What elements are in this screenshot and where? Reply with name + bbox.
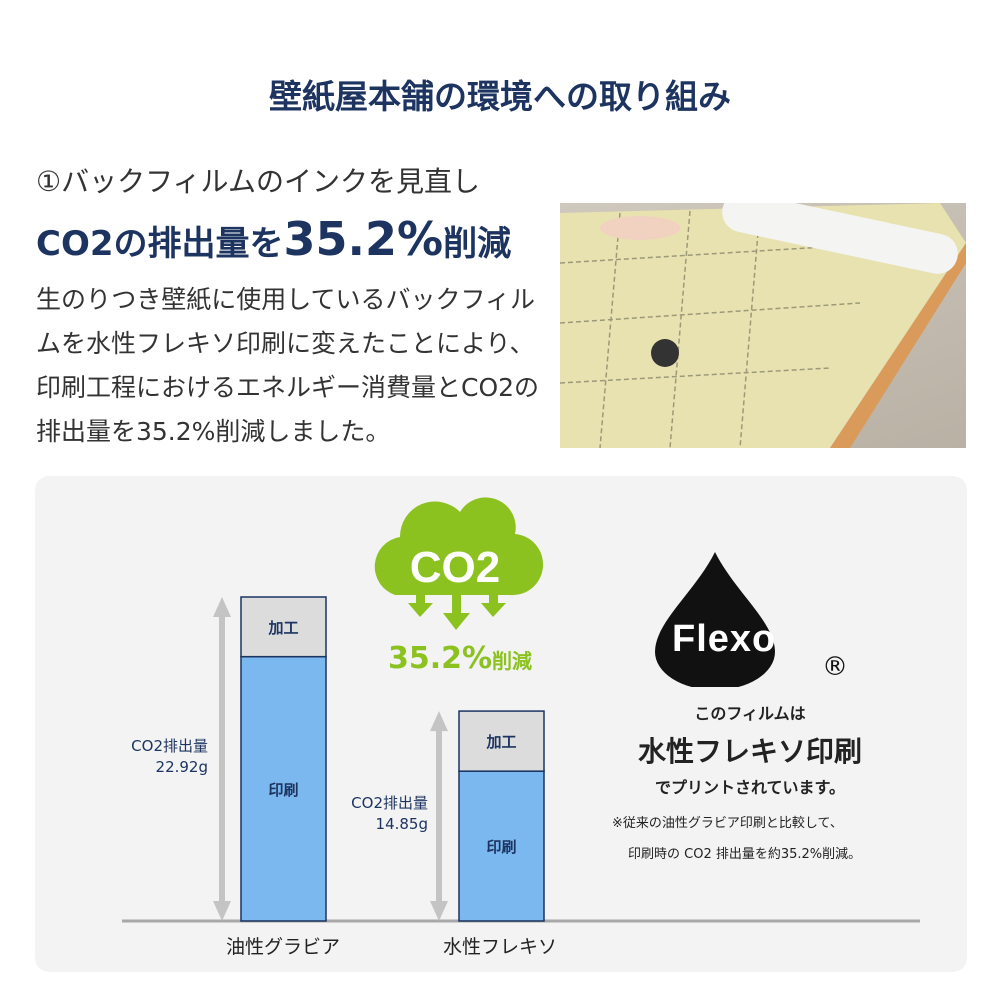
section-subtitle: ①バックフィルムのインクを見直し <box>36 165 480 198</box>
flexo-line2: 水性フレキソ印刷 <box>637 735 862 768</box>
total-label-1-title: CO2排出量 <box>351 794 428 812</box>
flexo-description: このフィルムは 水性フレキソ印刷 でプリントされています。 ※従来の油性グラビア… <box>600 700 900 862</box>
total-label-0-value: 22.92g <box>155 758 208 776</box>
bar-segment-印刷 <box>240 655 327 922</box>
body-text: 生のりつき壁紙に使用しているバックフィルムを水性フレキソ印刷に変えたことにより、… <box>36 285 540 446</box>
flexo-note2: 印刷時の CO2 排出量を約35.2%削減。 <box>628 847 862 862</box>
flexo-line3: でプリントされています。 <box>655 778 845 797</box>
photo-illustration <box>560 203 966 448</box>
category-label-0: 油性グラビア <box>225 936 340 958</box>
arrow-head-down <box>430 901 448 921</box>
reduction-label: 35.2%削減 <box>388 641 532 676</box>
total-label-0-title: CO2排出量 <box>131 737 208 755</box>
segment-label: 印刷 <box>268 781 298 799</box>
arrow-head-up <box>213 597 231 617</box>
headline-post: 削減 <box>443 224 512 264</box>
cloud-co2-label: CO2 <box>410 543 500 592</box>
bar-segment-加工 <box>458 710 545 772</box>
flexo-drop-logo <box>655 552 775 687</box>
registered-mark: ® <box>822 652 848 682</box>
total-label-1-value: 14.85g <box>375 815 428 833</box>
category-label-1: 水性フレキソ <box>442 936 557 958</box>
backfilm-photo <box>560 203 966 448</box>
total-label-0: CO2排出量 22.92g <box>80 736 208 778</box>
page-title: 壁紙屋本舗の環境への取り組み <box>269 77 731 116</box>
flexo-logo-text: Flexo <box>672 618 777 660</box>
co2-cloud-icon <box>374 497 544 630</box>
headline: CO2の排出量を35.2%削減 <box>36 212 511 266</box>
arrow-head-up <box>430 711 448 732</box>
total-label-1: CO2排出量 14.85g <box>300 793 428 835</box>
headline-number: 35.2% <box>283 212 444 266</box>
flexo-note1: ※従来の油性グラビア印刷と比較して、 <box>612 816 843 831</box>
headline-pre: CO2の排出量を <box>36 224 284 264</box>
segment-label: 印刷 <box>486 838 516 856</box>
segment-label: 加工 <box>267 619 298 637</box>
arrow-head-down <box>213 901 231 921</box>
bar-segment-加工 <box>240 596 327 658</box>
segment-label: 加工 <box>485 733 516 751</box>
bar-segment-印刷 <box>458 770 545 922</box>
flexo-line1: このフィルムは <box>694 704 806 723</box>
